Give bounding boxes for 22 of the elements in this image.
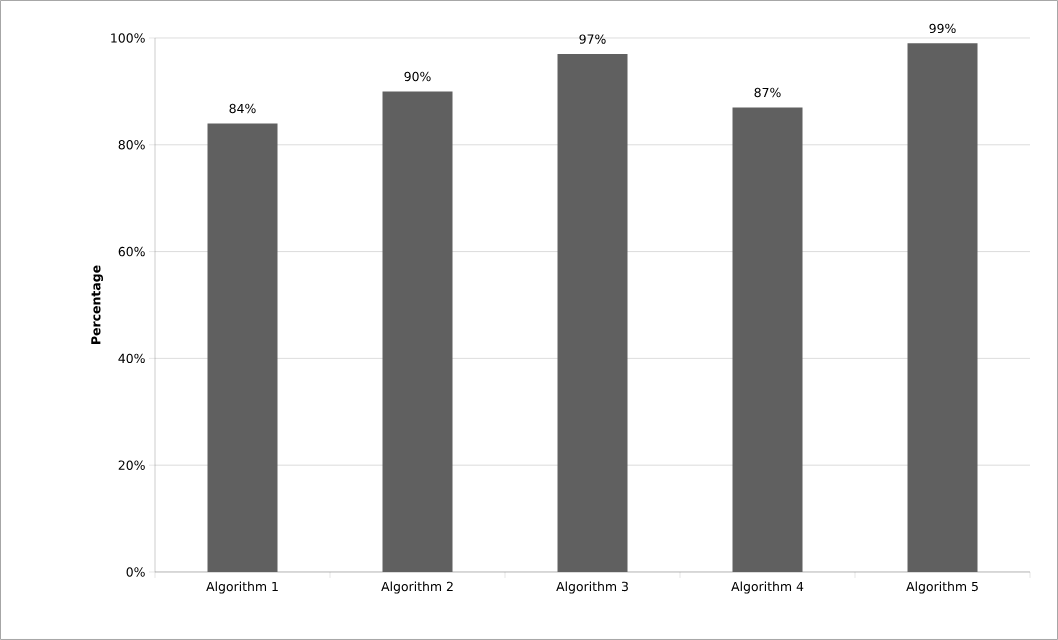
bar (382, 91, 453, 572)
y-tick-label: 0% (126, 567, 145, 577)
y-tick-label: 60% (118, 246, 145, 257)
bar (207, 123, 278, 572)
data-label: 84% (229, 103, 256, 114)
x-tick-label: Algorithm 1 (206, 581, 278, 594)
y-tick-label: 40% (118, 353, 145, 364)
y-tick-label: 100% (111, 33, 145, 43)
bar (557, 54, 628, 572)
x-tick-label: Algorithm 3 (556, 581, 628, 594)
data-label: 90% (404, 71, 431, 82)
data-label: 99% (929, 23, 956, 34)
bar (907, 43, 978, 572)
bar (732, 107, 803, 572)
y-tick-label: 20% (118, 460, 145, 470)
data-label: 87% (754, 87, 781, 98)
y-axis-title: Percentage (91, 265, 104, 344)
y-tick-label: 80% (118, 140, 145, 150)
x-tick-label: Algorithm 4 (731, 581, 804, 594)
x-tick-label: Algorithm 5 (906, 581, 978, 594)
data-label: 97% (579, 34, 606, 44)
x-tick-label: Algorithm 2 (381, 581, 453, 594)
